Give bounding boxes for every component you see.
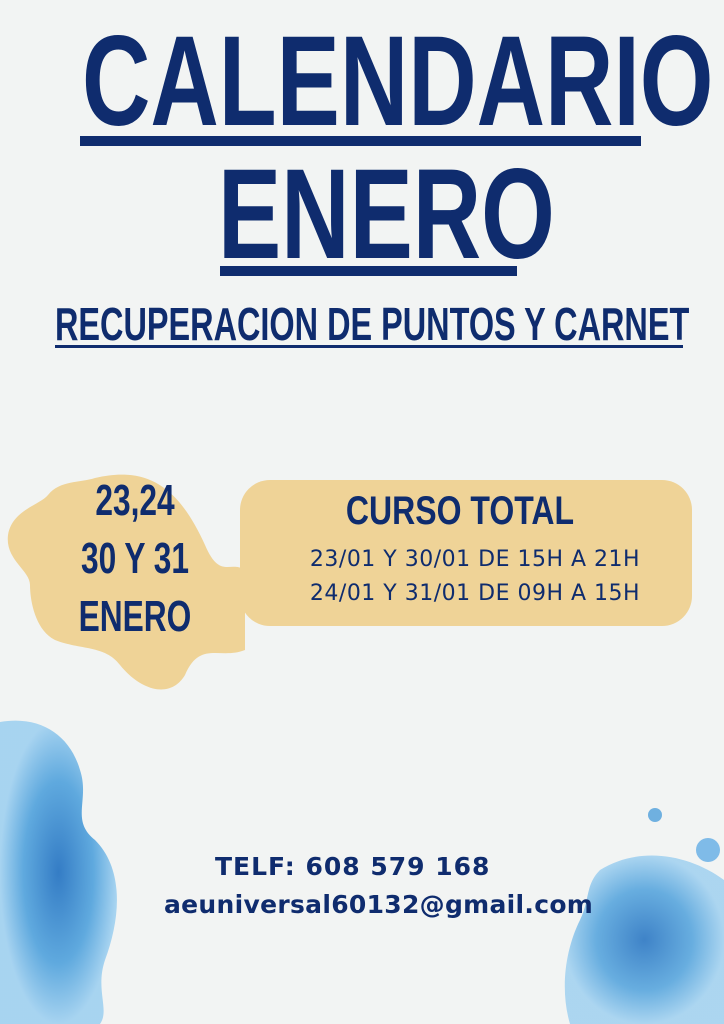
title-line2-wrap: ENERO [218, 143, 673, 286]
watercolor-dot [696, 838, 720, 862]
contact-email[interactable]: aeuniversal60132@gmail.com [164, 890, 594, 919]
contact-phone: TELF: 608 579 168 [215, 852, 491, 881]
schedule-line: 23/01 Y 30/01 DE 15H A 21H [309, 547, 641, 572]
page-title: CALENDARIO [82, 10, 714, 153]
watercolor-right [564, 855, 724, 1024]
dates-blob [7, 474, 245, 690]
course-box [240, 480, 692, 626]
date-line: 30 Y 31 [80, 534, 190, 583]
watercolor-dot [648, 808, 662, 822]
title-month-underline [220, 266, 517, 276]
schedule-line: 24/01 Y 31/01 DE 09H A 15H [309, 581, 641, 606]
course-heading: CURSO TOTAL [345, 489, 575, 533]
subtitle: RECUPERACION DE PUNTOS Y CARNET [55, 298, 690, 350]
date-line: ENERO [78, 592, 192, 641]
title-underline [80, 136, 641, 146]
watercolor-left [0, 720, 117, 1024]
date-line: 23,24 [95, 476, 175, 525]
title-line1-wrap: CALENDARIO [82, 10, 724, 153]
subtitle-underline [55, 345, 683, 348]
page-title-month: ENERO [218, 143, 555, 286]
subtitle-wrap: RECUPERACION DE PUNTOS Y CARNET [55, 300, 724, 348]
